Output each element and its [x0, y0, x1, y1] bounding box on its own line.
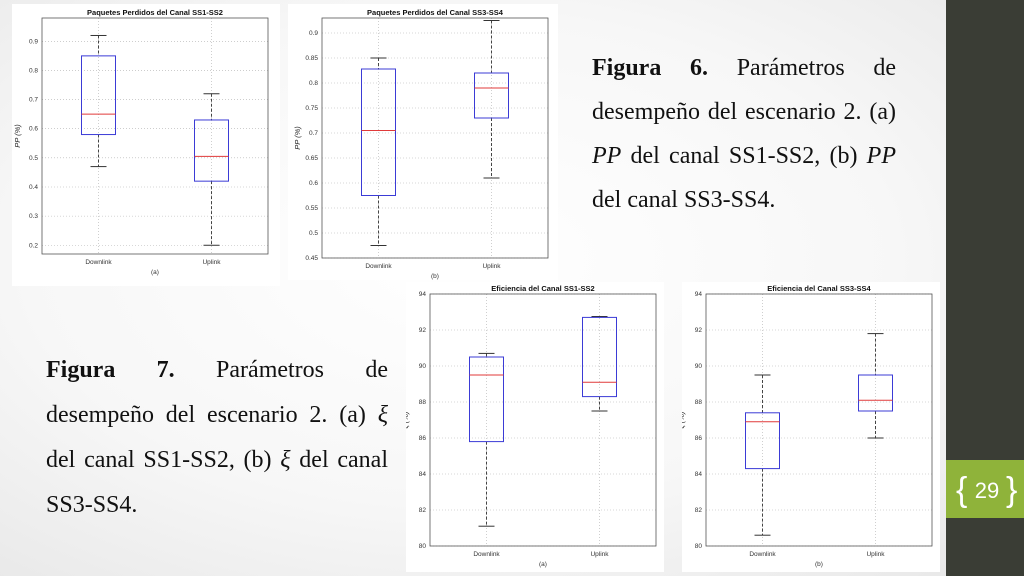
box-iqr: [582, 316, 617, 398]
figure-6b: Paquetes Perdidos del Canal SS3-SS4 0.45 0…: [288, 4, 558, 280]
subfigure-tag: (a): [539, 561, 547, 568]
y-tick-label: 0.2: [29, 242, 38, 249]
subfigure-tag: (b): [815, 561, 823, 568]
y-tick-label: 0.9: [29, 38, 38, 45]
y-axis-label: PP (%): [13, 124, 22, 148]
plot-frame: [429, 293, 657, 547]
right-sidebar: [946, 0, 1024, 576]
x-tick-label: Downlink: [85, 259, 112, 266]
caption-text: del canal SS3-SS4.: [592, 187, 776, 213]
page-number: { 29 }: [956, 472, 1020, 508]
caption-text: del canal SS1-SS2, (b): [621, 143, 867, 169]
chart-title: Paquetes Perdidos del Canal SS1-SS2: [87, 8, 223, 17]
plot-frame: [41, 17, 269, 255]
x-tick-label: Uplink: [866, 551, 885, 558]
y-tick-label: 0.85: [305, 55, 318, 62]
caption-text: Parámetros de desempeño del escenario 2.…: [592, 55, 897, 125]
y-tick-label: 0.45: [305, 255, 318, 262]
caption-symbol: ξ: [377, 402, 388, 428]
x-tick-label: Uplink: [482, 263, 501, 270]
chart-eficiencia-ss3-ss4: Eficiencia del Canal SS3-SS4 80 82 84 86 88 90…: [682, 284, 933, 568]
caption-symbol: PP: [866, 143, 896, 169]
y-tick-label: 88: [419, 399, 427, 406]
box-iqr: [474, 72, 509, 119]
y-axis-label: PP (%): [293, 126, 302, 150]
x-tick-label: Downlink: [473, 551, 500, 558]
y-tick-label: 84: [695, 471, 703, 478]
x-tick-label: Uplink: [590, 551, 609, 558]
y-tick-label: 86: [419, 435, 427, 442]
y-tick-label: 94: [695, 291, 703, 298]
caption-text: del canal SS3-SS4.: [46, 447, 388, 518]
figure-7a: Eficiencia del Canal SS1-SS2 80 82 84 86 88 90…: [406, 282, 664, 572]
caption-symbol: PP: [592, 143, 622, 169]
subfigure-tag: (a): [151, 269, 159, 276]
box-iqr: [858, 374, 893, 412]
y-tick-label: 0.5: [29, 155, 38, 162]
y-tick-label: 88: [695, 399, 703, 406]
y-tick-label: 0.65: [305, 155, 318, 162]
y-tick-label: 92: [419, 327, 427, 334]
y-tick-label: 0.3: [29, 213, 38, 220]
chart-title: Paquetes Perdidos del Canal SS3-SS4: [367, 8, 504, 17]
x-tick-label: Uplink: [202, 259, 221, 266]
y-tick-label: 90: [419, 363, 427, 370]
y-tick-label: 0.75: [305, 105, 318, 112]
y-tick-label: 0.4: [29, 184, 38, 191]
caption-text: del canal SS1-SS2, (b): [46, 447, 281, 473]
y-tick-label: 80: [419, 543, 427, 550]
y-tick-label: 0.8: [309, 80, 318, 87]
caption-label: Figura 7.: [46, 357, 175, 383]
chart-eficiencia-ss1-ss2: Eficiencia del Canal SS1-SS2 80 82 84 86 88 90…: [406, 284, 657, 568]
y-tick-label: 0.6: [29, 126, 38, 133]
box-iqr: [81, 55, 116, 136]
y-axis-label: ξ (%): [406, 411, 410, 429]
box-iqr: [469, 356, 504, 443]
subfigure-tag: (b): [431, 273, 439, 280]
left-brace-icon: {: [956, 471, 968, 509]
chart-title: Eficiencia del Canal SS3-SS4: [767, 284, 871, 293]
y-tick-label: 86: [695, 435, 703, 442]
y-tick-label: 82: [419, 507, 427, 514]
caption-figure-7: Figura 7. Parámetros de desempeño del es…: [46, 348, 388, 528]
chart-pp-ss3-ss4: Paquetes Perdidos del Canal SS3-SS4 0.45 0…: [293, 8, 549, 280]
y-tick-label: 0.9: [309, 30, 318, 37]
y-tick-label: 0.8: [29, 67, 38, 74]
caption-figure-6: Figura 6. Parámetros de desempeño del es…: [592, 46, 896, 222]
x-tick-label: Downlink: [365, 263, 392, 270]
y-tick-label: 82: [695, 507, 703, 514]
y-tick-label: 92: [695, 327, 703, 334]
x-tick-label: Downlink: [749, 551, 776, 558]
box-iqr: [745, 412, 780, 470]
page-number-band: [946, 460, 1024, 518]
y-tick-label: 84: [419, 471, 427, 478]
y-tick-label: 0.7: [309, 130, 318, 137]
chart-pp-ss1-ss2: Paquetes Perdidos del Canal SS1-SS2 0.2 0.…: [13, 8, 269, 276]
plot-frame: [705, 293, 933, 547]
y-axis-label: ξ (%): [682, 411, 686, 429]
y-tick-label: 94: [419, 291, 427, 298]
chart-title: Eficiencia del Canal SS1-SS2: [491, 284, 594, 293]
box-iqr: [361, 68, 396, 196]
plot-frame: [321, 17, 549, 259]
y-tick-label: 80: [695, 543, 703, 550]
y-tick-label: 0.6: [309, 180, 318, 187]
right-brace-icon: }: [1006, 471, 1018, 509]
caption-text: Parámetros de desempeño del escenario 2.…: [46, 357, 389, 428]
caption-symbol: ξ: [280, 447, 291, 473]
y-tick-label: 0.5: [309, 230, 318, 237]
caption-label: Figura 6.: [592, 55, 709, 81]
y-tick-label: 0.7: [29, 97, 38, 104]
y-tick-label: 0.55: [305, 205, 318, 212]
y-tick-label: 90: [695, 363, 703, 370]
figure-6a: Paquetes Perdidos del Canal SS1-SS2 0.2 0.…: [12, 4, 280, 286]
page-number-label: 29: [974, 478, 1000, 503]
box-iqr: [194, 119, 229, 182]
figure-7b: Eficiencia del Canal SS3-SS4 80 82 84 86 88 90…: [682, 282, 940, 572]
